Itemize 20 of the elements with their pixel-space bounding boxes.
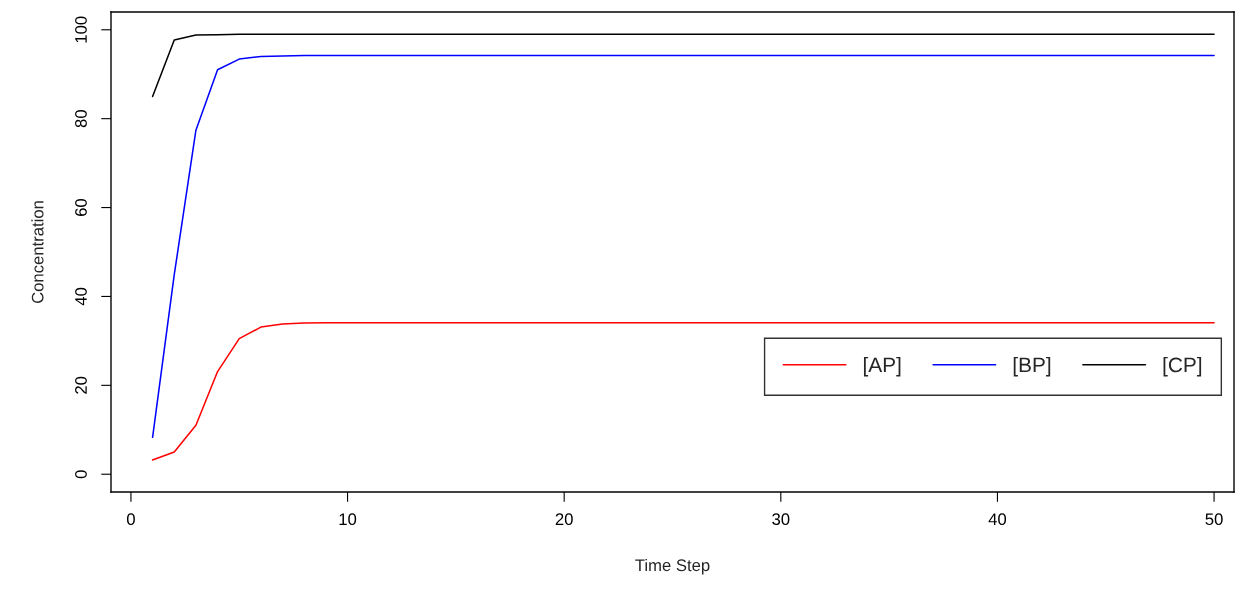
- y-tick-label: 0: [75, 470, 87, 479]
- x-axis-title: Time Step: [635, 558, 710, 575]
- x-tick-label: 50: [1205, 513, 1223, 526]
- y-tick-label: 100: [75, 16, 87, 43]
- legend-label: [BP]: [1013, 357, 1051, 377]
- line-series: [151, 33, 1215, 98]
- y-tick-label: 80: [75, 110, 87, 128]
- x-tick-label: 0: [126, 513, 135, 526]
- x-tick-label: 30: [772, 513, 790, 526]
- y-tick-label: 20: [75, 376, 87, 394]
- line-series: [151, 54, 1215, 439]
- y-tick-label: 60: [75, 198, 87, 216]
- y-tick-label: 40: [75, 287, 87, 306]
- y-axis-title: Concentration: [31, 201, 44, 304]
- legend-label: [CP]: [1163, 357, 1202, 377]
- x-tick-label: 40: [988, 513, 1007, 526]
- x-tick-label: 10: [339, 513, 357, 526]
- legend-label: [AP]: [863, 357, 901, 377]
- line-series: [151, 321, 1215, 461]
- x-tick-label: 20: [555, 513, 573, 526]
